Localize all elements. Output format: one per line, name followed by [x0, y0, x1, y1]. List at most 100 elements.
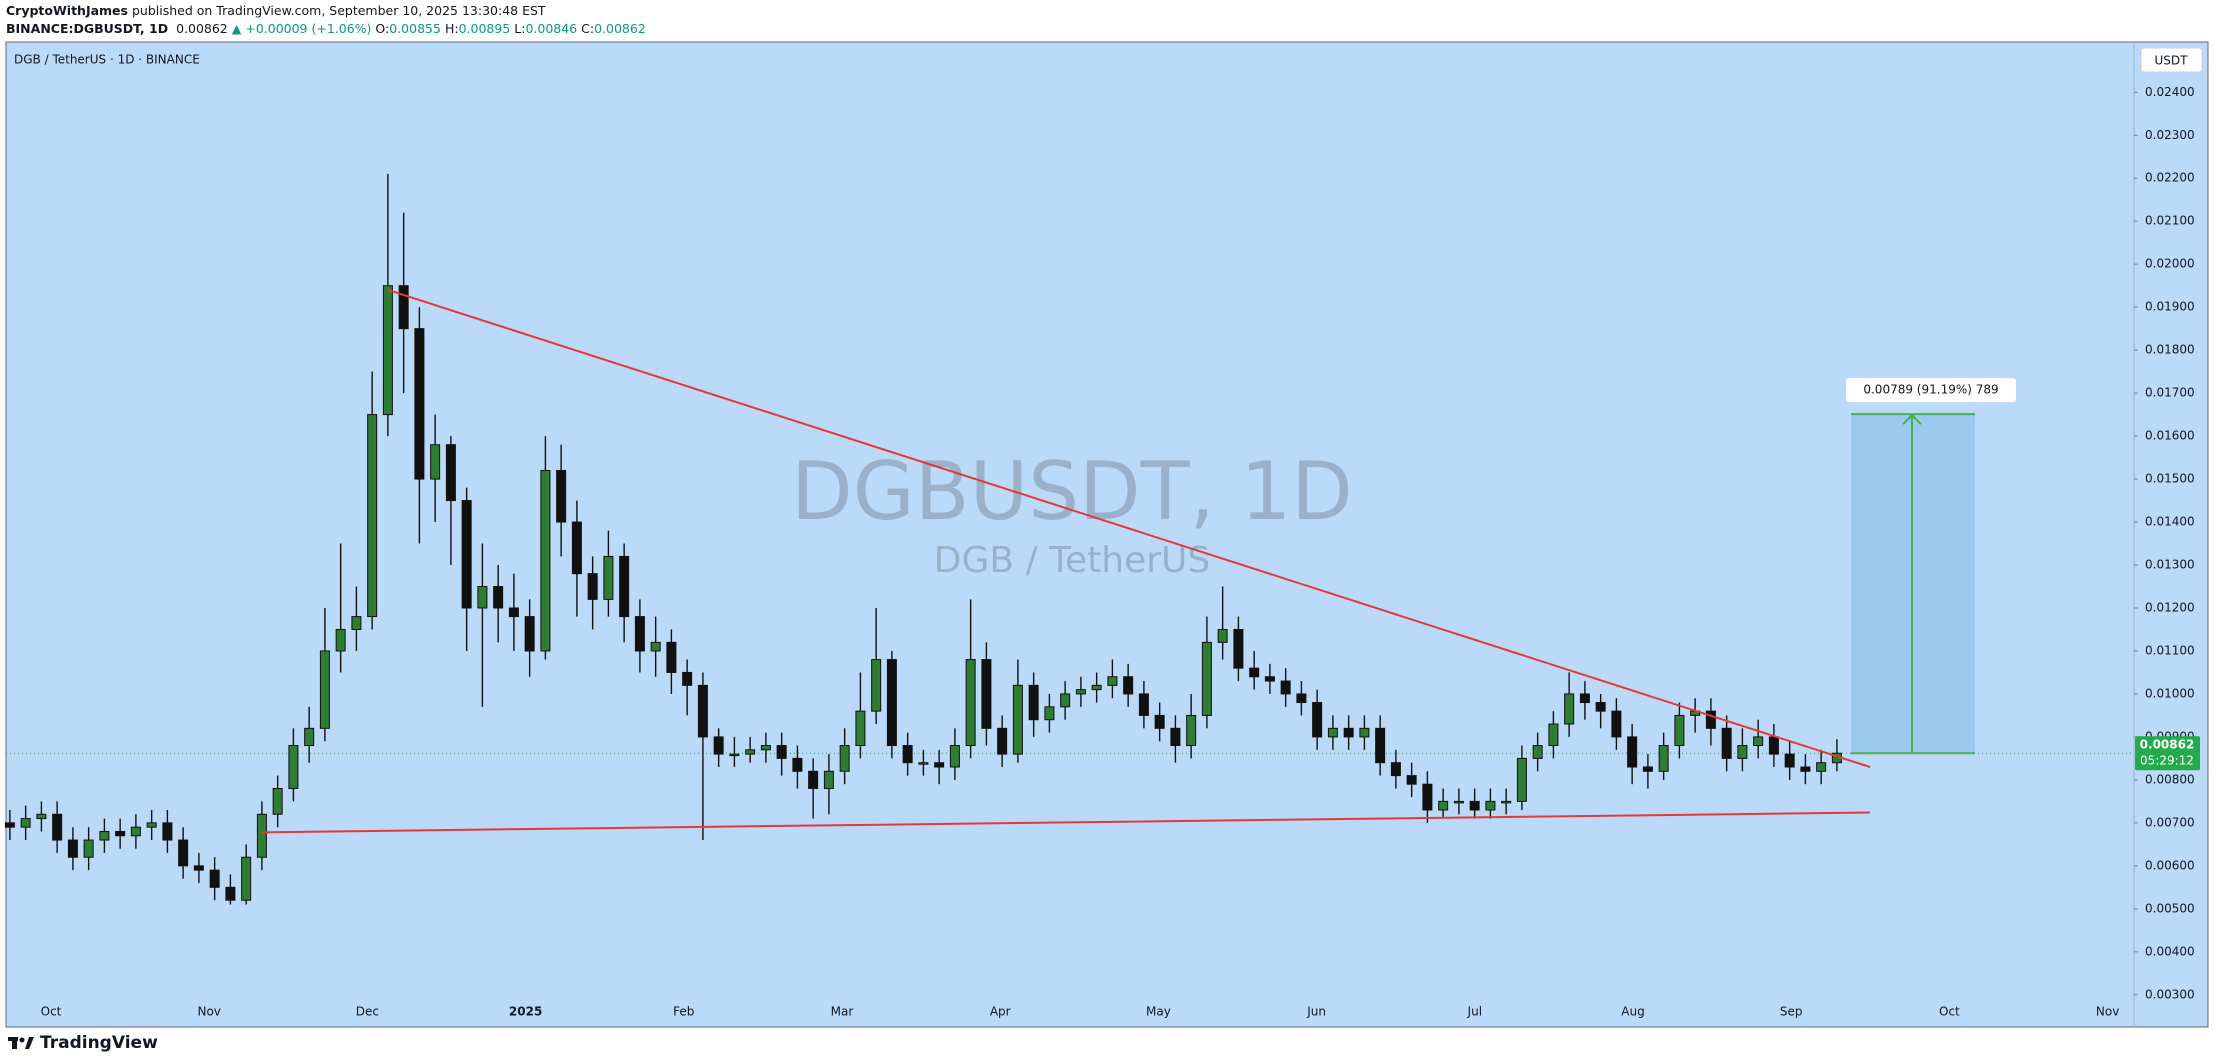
- candle-body: [241, 856, 252, 901]
- candle-body: [493, 586, 504, 609]
- candle-body: [871, 659, 882, 712]
- candle-body: [414, 328, 425, 480]
- candle-body: [540, 469, 551, 652]
- o-value: 0.00855: [389, 21, 441, 36]
- published: published on TradingView.com, September …: [127, 3, 546, 18]
- candle-body: [52, 813, 63, 841]
- candle-body: [1296, 693, 1307, 704]
- quote-line: BINANCE:DGBUSDT, 1D 0.00862 ▲ +0.00009 (…: [6, 20, 646, 38]
- y-tick-label: 0.00500: [2145, 901, 2195, 915]
- candle-body: [1138, 693, 1149, 716]
- candle-body: [776, 745, 787, 759]
- candle-body: [1753, 736, 1764, 747]
- candle-body: [1327, 727, 1338, 738]
- h-value: 0.00895: [458, 21, 511, 36]
- watermark: DGBUSDT, 1D: [791, 445, 1353, 538]
- candle-body: [477, 586, 488, 609]
- candle-body: [1107, 676, 1118, 686]
- x-tick-label: Sep: [1780, 1005, 1803, 1019]
- candle-body: [1548, 723, 1559, 747]
- candle-body: [1390, 762, 1401, 777]
- logo-icon: [8, 1037, 34, 1049]
- candle-body: [83, 839, 94, 858]
- change-value: +0.00009 (+1.06%): [245, 21, 372, 36]
- candle-body: [587, 573, 598, 600]
- candle-body: [556, 469, 567, 523]
- x-tick-label: Nov: [197, 1005, 220, 1019]
- x-tick-label: Aug: [1621, 1005, 1644, 1019]
- x-tick-label: Jul: [1467, 1005, 1482, 1019]
- h-label: H:: [444, 21, 459, 36]
- x-tick-label: Nov: [2096, 1005, 2119, 1019]
- candle-body: [634, 616, 645, 652]
- candle-body: [1060, 693, 1071, 708]
- candle-body: [965, 659, 976, 747]
- y-tick-label: 0.02000: [2145, 257, 2195, 271]
- candle-body: [745, 749, 756, 755]
- measure-arrow-head: [1902, 413, 1922, 425]
- x-tick-label: Mar: [831, 1005, 854, 1019]
- candle-body: [319, 650, 330, 729]
- candle-body: [1721, 727, 1732, 759]
- currency[interactable]: USDT: [2155, 54, 2189, 68]
- candle-body: [603, 555, 614, 600]
- candle-body: [1422, 783, 1433, 811]
- candle-body: [304, 727, 315, 747]
- candle-body: [1485, 800, 1496, 811]
- x-tick-label: Dec: [356, 1005, 379, 1019]
- candle-body: [792, 757, 803, 772]
- candle-body: [20, 818, 31, 828]
- chart-title: DGB / TetherUS · 1D · BINANCE: [14, 53, 200, 67]
- candle-body: [1044, 706, 1055, 721]
- candle-body: [1453, 800, 1464, 804]
- candle-body: [1406, 775, 1417, 785]
- y-tick-label: 0.01900: [2145, 300, 2195, 314]
- candle-body: [1359, 727, 1370, 738]
- candle-body: [1012, 684, 1023, 755]
- y-tick-label: 0.01300: [2145, 558, 2195, 572]
- candle-body: [1217, 628, 1228, 643]
- candle-body: [1280, 680, 1291, 695]
- candle-body: [382, 285, 393, 416]
- price-tag-countdown: 05:29:12: [2140, 754, 2194, 768]
- measure-label-box: [1846, 378, 2016, 403]
- candle-body: [1375, 727, 1386, 764]
- candle-body: [4, 822, 15, 828]
- x-tick-label: Oct: [1939, 1005, 1960, 1019]
- candle-body: [1516, 757, 1527, 802]
- candle-body: [823, 770, 834, 789]
- candle-body: [146, 822, 157, 828]
- candle-body: [209, 869, 220, 888]
- candle-body: [1186, 714, 1197, 747]
- currency-button[interactable]: [2140, 47, 2203, 73]
- chart: DGBUSDT, 1D DGB / TetherUS DGB / TetherU…: [4, 41, 2209, 1028]
- y-tick-label: 0.00600: [2145, 858, 2195, 872]
- candle-body: [1642, 766, 1653, 772]
- y-tick-label: 0.01600: [2145, 429, 2195, 443]
- candle-body: [335, 628, 346, 652]
- candle-body: [1312, 702, 1323, 738]
- candle-body: [571, 521, 582, 575]
- y-tick-label: 0.00400: [2145, 944, 2195, 958]
- candle-body: [1627, 736, 1638, 768]
- candle-body: [1170, 727, 1181, 747]
- author: CryptoWithJames: [6, 3, 128, 18]
- price-tag-value: 0.00862: [2140, 738, 2195, 752]
- brand: TradingView: [40, 1033, 158, 1053]
- candle-body: [1123, 676, 1134, 695]
- candle-body: [1800, 766, 1811, 772]
- y-tick-label: 0.01400: [2145, 515, 2195, 529]
- candle-body: [1249, 667, 1260, 678]
- y-tick-label: 0.00700: [2145, 815, 2195, 829]
- candle-body: [1595, 702, 1606, 712]
- l-label: L:: [514, 21, 526, 36]
- trendline: [260, 811, 1871, 834]
- publish-line: CryptoWithJames published on TradingView…: [6, 2, 646, 20]
- candle-body: [1674, 714, 1685, 747]
- y-tick-label: 0.01800: [2145, 343, 2195, 357]
- last: 0.00862: [176, 21, 228, 36]
- price-tag: [2135, 736, 2200, 771]
- candle-body: [729, 753, 740, 757]
- trendline: [387, 289, 1871, 768]
